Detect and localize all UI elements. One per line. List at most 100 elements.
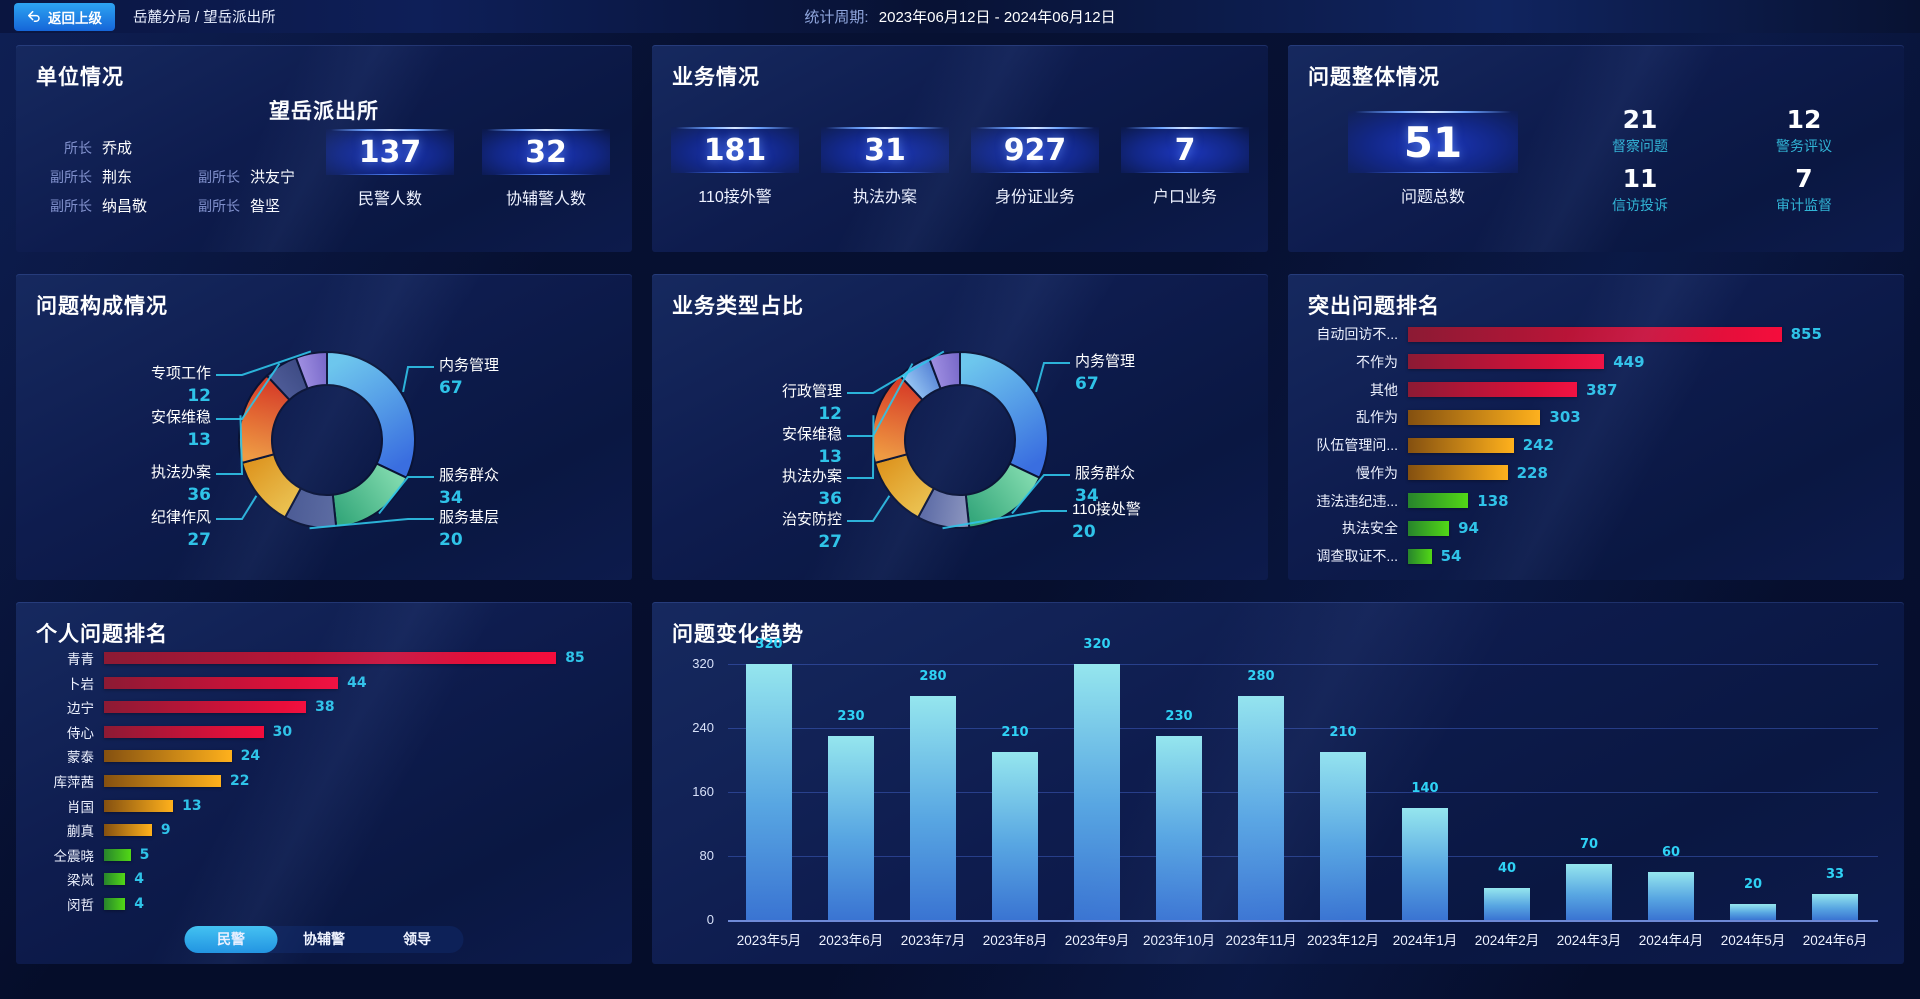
bar-梁岚[interactable] bbox=[104, 873, 126, 886]
donut-leader-line bbox=[847, 415, 875, 479]
bar-边宁[interactable] bbox=[104, 701, 307, 714]
donut-label-name: 专项工作 bbox=[150, 365, 211, 382]
problem-panel-title: 问题整体情况 bbox=[1308, 66, 1440, 89]
donut-label-name: 纪律作风 bbox=[150, 509, 211, 526]
bar-category-label: 队伍管理问... bbox=[1316, 437, 1398, 453]
donut-label-name: 服务群众 bbox=[1075, 465, 1136, 482]
trend-bar-2024年4月[interactable] bbox=[1648, 872, 1694, 920]
bar-category-label: 蒙泰 bbox=[67, 750, 94, 766]
bar-青青[interactable] bbox=[104, 652, 557, 664]
tab-领导[interactable]: 领导 bbox=[403, 931, 431, 947]
stat-label: 执法办案 bbox=[852, 189, 917, 206]
donut-label-value: 34 bbox=[439, 487, 463, 508]
bar-卜岩[interactable] bbox=[104, 676, 339, 689]
trend-value-label: 70 bbox=[1579, 837, 1599, 852]
donut-slice-专项工作[interactable] bbox=[294, 350, 328, 390]
back-button[interactable]: 返回上级 bbox=[14, 2, 115, 31]
donut-label-name: 安保维稳 bbox=[150, 409, 211, 426]
donut-label-name: 行政管理 bbox=[781, 383, 842, 400]
bar-自动回访不...[interactable] bbox=[1408, 326, 1782, 342]
problem-stat: 21 督察问题 bbox=[1578, 105, 1702, 156]
problem-trend-bar-chart[interactable]: 0 80 160 240 320 320 2023年5月 230 2023年6月 280 2023年… bbox=[670, 637, 1886, 956]
bar-乱作为[interactable] bbox=[1408, 409, 1541, 425]
bar-category-label: 卜岩 bbox=[67, 676, 94, 692]
bar-执法安全[interactable] bbox=[1408, 520, 1450, 536]
bar-category-label: 调查取证不... bbox=[1316, 548, 1398, 564]
business-type-donut-chart[interactable]: 内务管理 67 服务群众 34 110接处警 20 治安防控 27 执法办案 36 安保维稳 13 行政… bbox=[664, 326, 1256, 570]
stat-value-pill: 137 bbox=[326, 129, 454, 175]
trend-bar-2024年2月[interactable] bbox=[1484, 888, 1530, 920]
back-arrow-icon bbox=[27, 10, 41, 23]
trend-bar-2023年6月[interactable] bbox=[828, 736, 874, 920]
trend-bar-2024年6月[interactable] bbox=[1812, 893, 1858, 920]
problem-composition-donut-chart[interactable]: 内务管理 67 服务群众 34 服务基层 20 纪律作风 27 执法办案 36 安保维稳 13 专项工作… bbox=[28, 326, 620, 570]
breadcrumb[interactable]: 岳麓分局 / 望岳派出所 bbox=[133, 10, 276, 26]
bar-违法违纪违...[interactable] bbox=[1408, 493, 1469, 508]
stat-item: 51 问题总数 bbox=[1348, 111, 1518, 207]
bar-row-慢作为: 慢作为 228 bbox=[1304, 463, 1890, 483]
bar-肖国[interactable] bbox=[104, 799, 174, 812]
bar-value-label: 44 bbox=[347, 674, 367, 691]
leader-pair: 副所长 洪友宁 bbox=[188, 166, 308, 187]
donut-label-value: 13 bbox=[187, 429, 211, 450]
bar-category-label: 库萍茜 bbox=[53, 774, 95, 790]
bar-row-自动回访不...: 自动回访不... 855 bbox=[1304, 324, 1890, 344]
donut-label-专项工作: 专项工作 12 bbox=[151, 364, 211, 407]
donut-slice-内务管理[interactable] bbox=[326, 350, 416, 480]
trend-bar-2023年9月[interactable] bbox=[1074, 664, 1120, 920]
bar-value-label: 24 bbox=[240, 748, 261, 765]
donut-label-name: 执法办案 bbox=[781, 468, 842, 485]
tab-协辅警[interactable]: 协辅警 bbox=[303, 931, 345, 947]
donut-slice-服务群众[interactable] bbox=[331, 462, 408, 529]
tab-民警[interactable]: 民警 bbox=[184, 926, 278, 953]
x-axis-label-2023年5月: 2023年5月 bbox=[736, 933, 802, 948]
trend-bar-2023年12月[interactable] bbox=[1320, 752, 1366, 920]
x-axis-label-2024年4月: 2024年4月 bbox=[1638, 933, 1704, 948]
donut-label-value: 34 bbox=[1075, 485, 1099, 506]
top-problems-bar-chart[interactable]: 自动回访不... 855 不作为 449 其他 387 乱作为 303 队伍管理问... 242 慢… bbox=[1304, 324, 1890, 566]
donut-slice-内务管理[interactable] bbox=[959, 350, 1049, 480]
bar-调查取证不...[interactable] bbox=[1408, 548, 1432, 564]
stat-label: 协辅警人数 bbox=[505, 191, 586, 208]
bar-row-侍心: 侍心 30 bbox=[32, 722, 618, 742]
bar-队伍管理问...[interactable] bbox=[1408, 437, 1514, 453]
trend-bar-2024年5月[interactable] bbox=[1730, 904, 1776, 920]
stat-value-pill: 32 bbox=[482, 129, 610, 175]
bar-蒙泰[interactable] bbox=[104, 750, 232, 763]
stat-item: 7 户口业务 bbox=[1121, 127, 1249, 207]
donut-leader-line bbox=[216, 415, 244, 475]
donut-label-value: 20 bbox=[439, 529, 463, 550]
trend-bar-2024年3月[interactable] bbox=[1566, 864, 1612, 920]
bar-仝震晓[interactable] bbox=[104, 848, 131, 861]
stat-value-pill: 927 bbox=[971, 127, 1099, 173]
bar-value-label: 9 bbox=[160, 822, 171, 839]
bar-category-label: 侍心 bbox=[67, 725, 94, 741]
bar-库萍茜[interactable] bbox=[104, 774, 222, 787]
personal-ranking-bar-chart[interactable]: 青青 85 卜岩 44 边宁 38 侍心 30 蒙泰 24 库萍茜 22 肖国 13 蒯真 9 仝震晓 5 梁岚 4 闵… bbox=[32, 648, 618, 914]
bar-慢作为[interactable] bbox=[1408, 465, 1508, 481]
bar-value-label: 449 bbox=[1613, 352, 1645, 371]
trend-bar-2023年10月[interactable] bbox=[1156, 736, 1202, 920]
donut-leader-line bbox=[378, 476, 434, 515]
trend-bar-2023年11月[interactable] bbox=[1238, 696, 1284, 920]
stat-item: 137 民警人数 bbox=[326, 129, 454, 224]
donut-label-行政管理: 行政管理 12 bbox=[782, 382, 842, 425]
trend-bar-2023年8月[interactable] bbox=[992, 752, 1038, 920]
problem-stat-value: 7 bbox=[1795, 164, 1813, 193]
trend-bar-2023年5月[interactable] bbox=[746, 664, 792, 920]
panel-business-type: 业务类型占比 内务管理 67 服务群众 34 110接处警 20 治安防控 27 执法办案 36 安… bbox=[652, 274, 1268, 580]
trend-bar-2023年7月[interactable] bbox=[910, 696, 956, 920]
bar-不作为[interactable] bbox=[1408, 354, 1605, 370]
donut-label-name: 内务管理 bbox=[439, 357, 500, 374]
panel-problem-trend: 问题变化趋势 0 80 160 240 320 320 2023年5月 230 2023年6月 2… bbox=[652, 602, 1904, 964]
trend-value-label: 20 bbox=[1743, 877, 1763, 892]
bar-闵哲[interactable] bbox=[104, 897, 126, 910]
leader-name: 乔成 bbox=[102, 140, 133, 157]
bar-蒯真[interactable] bbox=[104, 824, 152, 837]
bar-其他[interactable] bbox=[1408, 382, 1578, 397]
bar-category-label: 不作为 bbox=[1356, 353, 1398, 370]
donut-label-纪律作风: 纪律作风 27 bbox=[151, 508, 211, 551]
leader-role: 副所长 bbox=[198, 198, 240, 214]
trend-bar-2024年1月[interactable] bbox=[1402, 808, 1448, 920]
bar-侍心[interactable] bbox=[104, 725, 264, 738]
